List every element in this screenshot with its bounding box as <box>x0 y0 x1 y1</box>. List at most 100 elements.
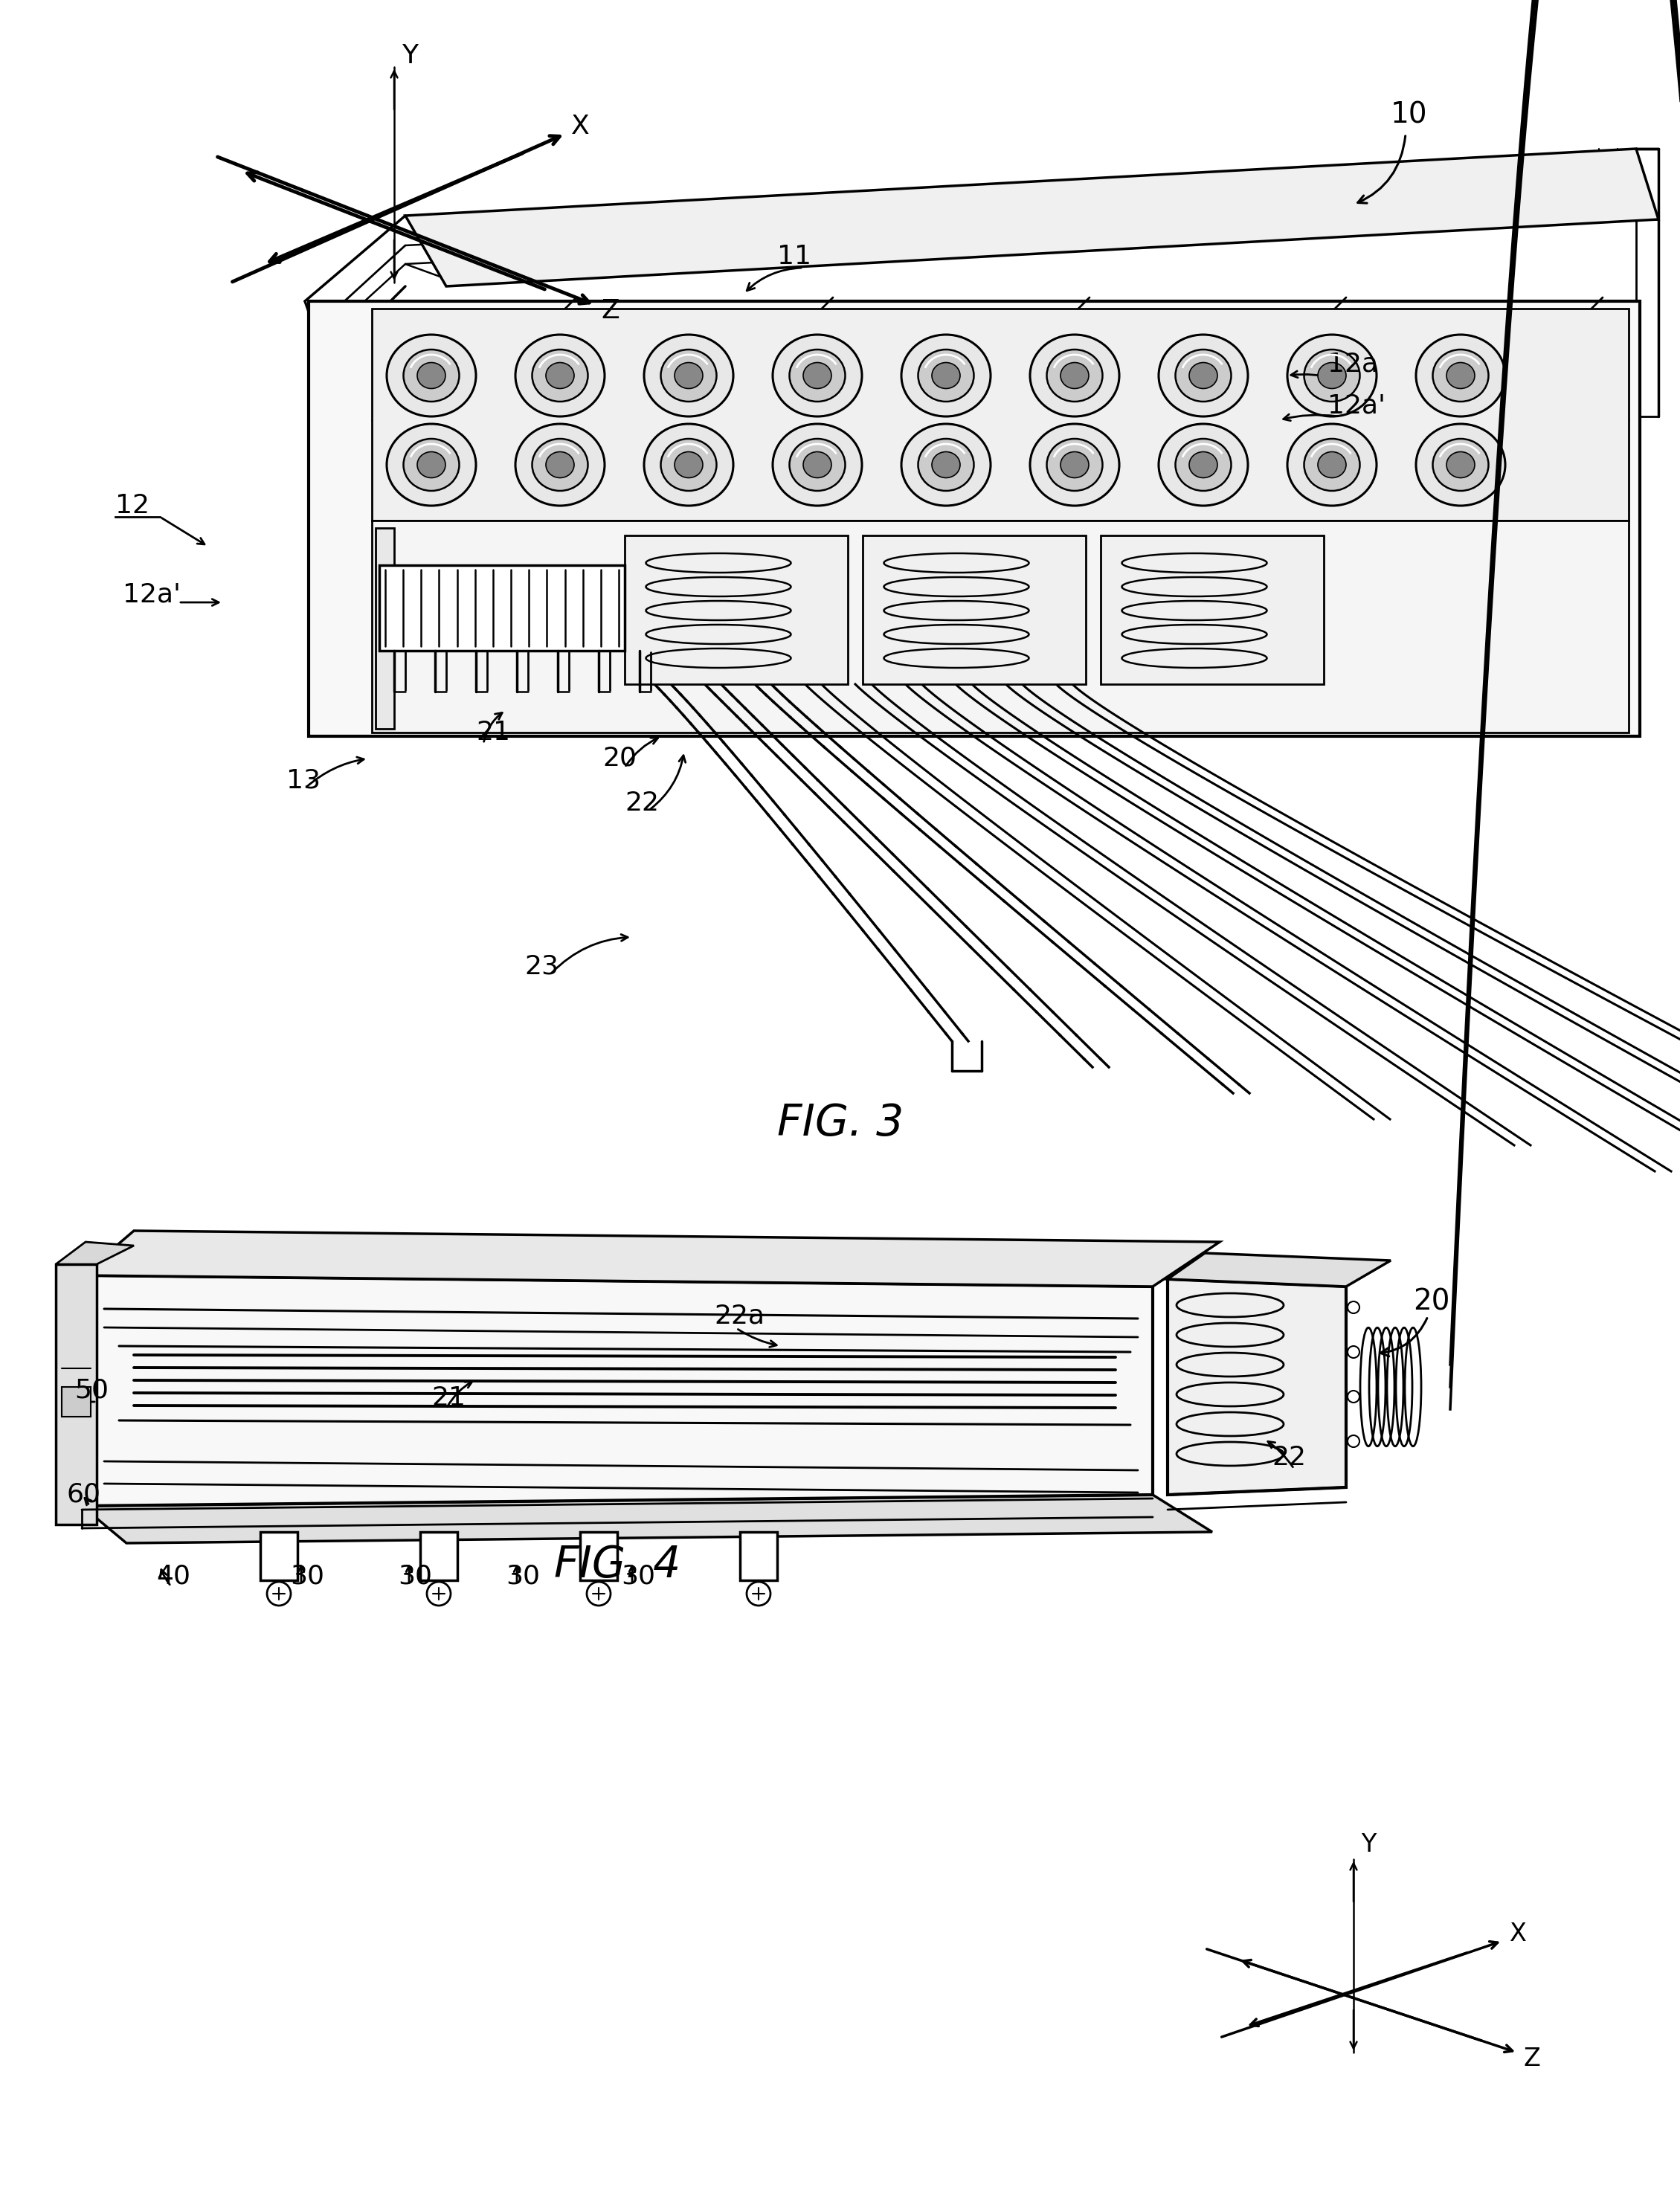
Text: 11: 11 <box>778 244 811 269</box>
Text: 12a': 12a' <box>1327 392 1386 418</box>
Ellipse shape <box>1189 363 1218 388</box>
Ellipse shape <box>1060 363 1089 388</box>
Bar <box>62 1387 91 1416</box>
Polygon shape <box>864 535 1085 685</box>
Ellipse shape <box>675 363 702 388</box>
Ellipse shape <box>1189 451 1218 478</box>
Polygon shape <box>55 1264 97 1524</box>
Text: X: X <box>1510 1922 1527 1947</box>
Text: 12a': 12a' <box>123 581 181 608</box>
Ellipse shape <box>660 350 717 401</box>
Text: 30: 30 <box>291 1563 324 1590</box>
Polygon shape <box>82 1495 1213 1544</box>
Text: 22a: 22a <box>714 1304 764 1330</box>
Ellipse shape <box>516 425 605 506</box>
Polygon shape <box>625 535 848 685</box>
Ellipse shape <box>1304 438 1359 491</box>
Ellipse shape <box>386 425 475 506</box>
Ellipse shape <box>803 451 832 478</box>
Ellipse shape <box>1030 335 1119 416</box>
Text: 21: 21 <box>432 1385 465 1411</box>
Ellipse shape <box>902 335 991 416</box>
Ellipse shape <box>1176 350 1231 401</box>
Polygon shape <box>260 1533 297 1581</box>
Text: Y: Y <box>1361 1832 1376 1856</box>
Text: 60: 60 <box>67 1482 101 1508</box>
Polygon shape <box>371 520 1628 733</box>
Ellipse shape <box>546 451 575 478</box>
Text: X: X <box>571 115 590 139</box>
Text: Z: Z <box>601 297 620 324</box>
Ellipse shape <box>917 350 974 401</box>
Ellipse shape <box>1047 350 1102 401</box>
Text: 21: 21 <box>475 720 511 744</box>
Ellipse shape <box>932 363 959 388</box>
Polygon shape <box>739 1533 778 1581</box>
Ellipse shape <box>1047 438 1102 491</box>
Ellipse shape <box>417 451 445 478</box>
Ellipse shape <box>902 425 991 506</box>
Ellipse shape <box>1446 451 1475 478</box>
Ellipse shape <box>403 438 459 491</box>
Ellipse shape <box>1416 335 1505 416</box>
Text: 40: 40 <box>156 1563 190 1590</box>
Polygon shape <box>309 302 1640 735</box>
Ellipse shape <box>932 451 959 478</box>
Text: 22: 22 <box>625 791 659 815</box>
Text: 30: 30 <box>622 1563 655 1590</box>
Ellipse shape <box>790 350 845 401</box>
Circle shape <box>1347 1301 1359 1312</box>
Text: FIG. 3: FIG. 3 <box>778 1101 904 1145</box>
Polygon shape <box>580 1533 617 1581</box>
Polygon shape <box>371 308 1628 520</box>
Polygon shape <box>82 1231 1220 1286</box>
Ellipse shape <box>660 438 717 491</box>
Ellipse shape <box>516 335 605 416</box>
Ellipse shape <box>675 451 702 478</box>
Ellipse shape <box>790 438 845 491</box>
Polygon shape <box>380 566 625 652</box>
Text: 12a: 12a <box>1327 352 1378 377</box>
Polygon shape <box>1168 1279 1346 1495</box>
Ellipse shape <box>533 438 588 491</box>
Polygon shape <box>82 1275 1152 1506</box>
Text: 10: 10 <box>1391 101 1428 130</box>
Ellipse shape <box>1060 451 1089 478</box>
Circle shape <box>1347 1345 1359 1359</box>
Circle shape <box>1347 1392 1359 1403</box>
Ellipse shape <box>1159 425 1248 506</box>
Polygon shape <box>376 528 395 729</box>
Text: Z: Z <box>1524 2046 1541 2070</box>
Text: 22: 22 <box>1272 1445 1305 1471</box>
Circle shape <box>746 1581 771 1605</box>
Ellipse shape <box>546 363 575 388</box>
Polygon shape <box>420 1533 457 1581</box>
Ellipse shape <box>773 335 862 416</box>
Ellipse shape <box>417 363 445 388</box>
Ellipse shape <box>1446 363 1475 388</box>
Ellipse shape <box>1317 451 1346 478</box>
Ellipse shape <box>1433 438 1488 491</box>
Text: FIG. 4: FIG. 4 <box>554 1544 680 1588</box>
Ellipse shape <box>1433 350 1488 401</box>
Polygon shape <box>405 150 1658 286</box>
Text: Y: Y <box>402 44 418 68</box>
Ellipse shape <box>1416 425 1505 506</box>
Text: 30: 30 <box>398 1563 432 1590</box>
Ellipse shape <box>1287 425 1376 506</box>
Polygon shape <box>1100 535 1324 685</box>
Ellipse shape <box>533 350 588 401</box>
Circle shape <box>1347 1436 1359 1447</box>
Text: 13: 13 <box>286 768 321 793</box>
Ellipse shape <box>773 425 862 506</box>
Polygon shape <box>55 1242 134 1264</box>
Ellipse shape <box>1159 335 1248 416</box>
Ellipse shape <box>1287 335 1376 416</box>
Ellipse shape <box>803 363 832 388</box>
Circle shape <box>267 1581 291 1605</box>
Ellipse shape <box>1304 350 1359 401</box>
Ellipse shape <box>643 425 732 506</box>
Circle shape <box>427 1581 450 1605</box>
Ellipse shape <box>403 350 459 401</box>
Circle shape <box>586 1581 610 1605</box>
